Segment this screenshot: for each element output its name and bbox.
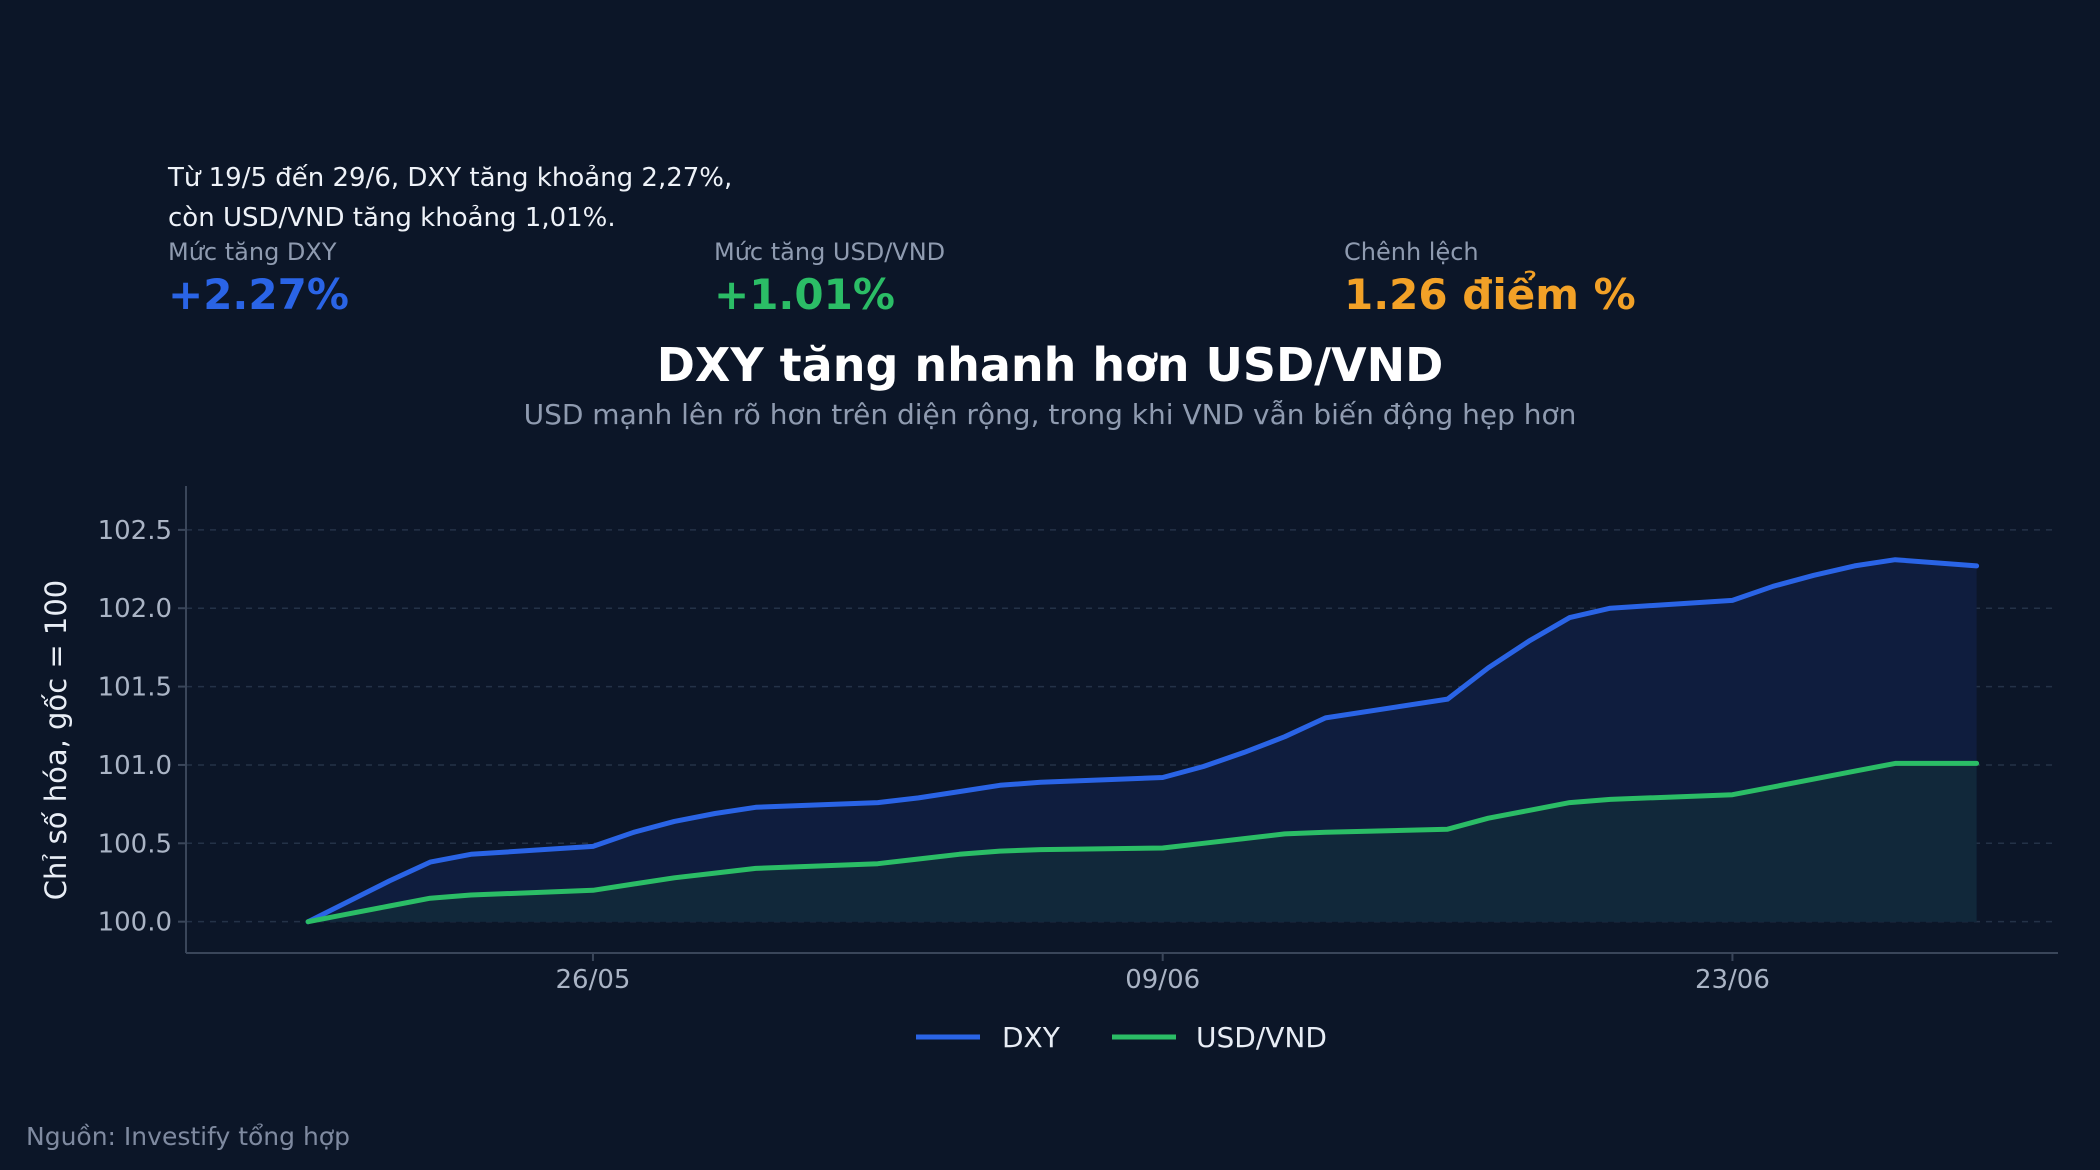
y-tick-label: 101.0 (98, 751, 172, 781)
legend-label-usdvnd: USD/VND (1196, 1021, 1327, 1054)
lines (305, 557, 1980, 925)
kpi-spread: Chênh lệch 1.26 điểm % (1344, 238, 1636, 319)
kpi-usdvnd: Mức tăng USD/VND +1.01% (714, 238, 945, 319)
x-tick-labels: 26/05 09/06 23/06 (555, 965, 1769, 995)
summary-note: Từ 19/5 đến 29/6, DXY tăng khoảng 2,27%,… (168, 158, 732, 238)
kpi-label: Chênh lệch (1344, 238, 1479, 266)
kpi-dxy: Mức tăng DXY +2.27% (168, 238, 349, 319)
kpi-value: +1.01% (714, 270, 895, 319)
summary-line-2: còn USD/VND tăng khoảng 1,01%. (168, 203, 616, 233)
y-tick-label: 101.5 (98, 673, 172, 703)
y-tick-label: 102.0 (98, 594, 172, 624)
y-tick-labels: 100.0 100.5 101.0 101.5 102.0 102.5 (98, 516, 172, 938)
kpi-label: Mức tăng USD/VND (714, 238, 946, 266)
x-tick-label: 23/06 (1695, 965, 1770, 995)
legend: DXY USD/VND (916, 1021, 1327, 1054)
axes (185, 486, 2058, 954)
x-tick-label: 09/06 (1125, 965, 1200, 995)
kpi-value: +2.27% (168, 270, 349, 319)
kpi-value: 1.26 điểm % (1344, 270, 1636, 319)
areas (308, 559, 1977, 922)
area-usdvnd (308, 763, 1977, 922)
y-axis-label: Chỉ số hóa, gốc = 100 (39, 580, 73, 901)
x-tick-label: 26/05 (555, 965, 630, 995)
kpi-label: Mức tăng DXY (168, 238, 337, 266)
series-line-dxy (305, 557, 1980, 925)
source-note: Nguồn: Investify tổng hợp (26, 1122, 350, 1151)
legend-label-dxy: DXY (1002, 1021, 1061, 1054)
chart-title: DXY tăng nhanh hơn USD/VND (656, 338, 1444, 392)
y-tick-label: 100.5 (98, 829, 172, 859)
summary-line-1: Từ 19/5 đến 29/6, DXY tăng khoảng 2,27%, (168, 163, 733, 193)
y-tick-label: 100.0 (98, 908, 172, 938)
series-line-usdvnd (305, 760, 1980, 925)
chart-subtitle: USD mạnh lên rõ hơn trên diện rộng, tron… (523, 398, 1577, 431)
y-tick-label: 102.5 (98, 516, 172, 546)
